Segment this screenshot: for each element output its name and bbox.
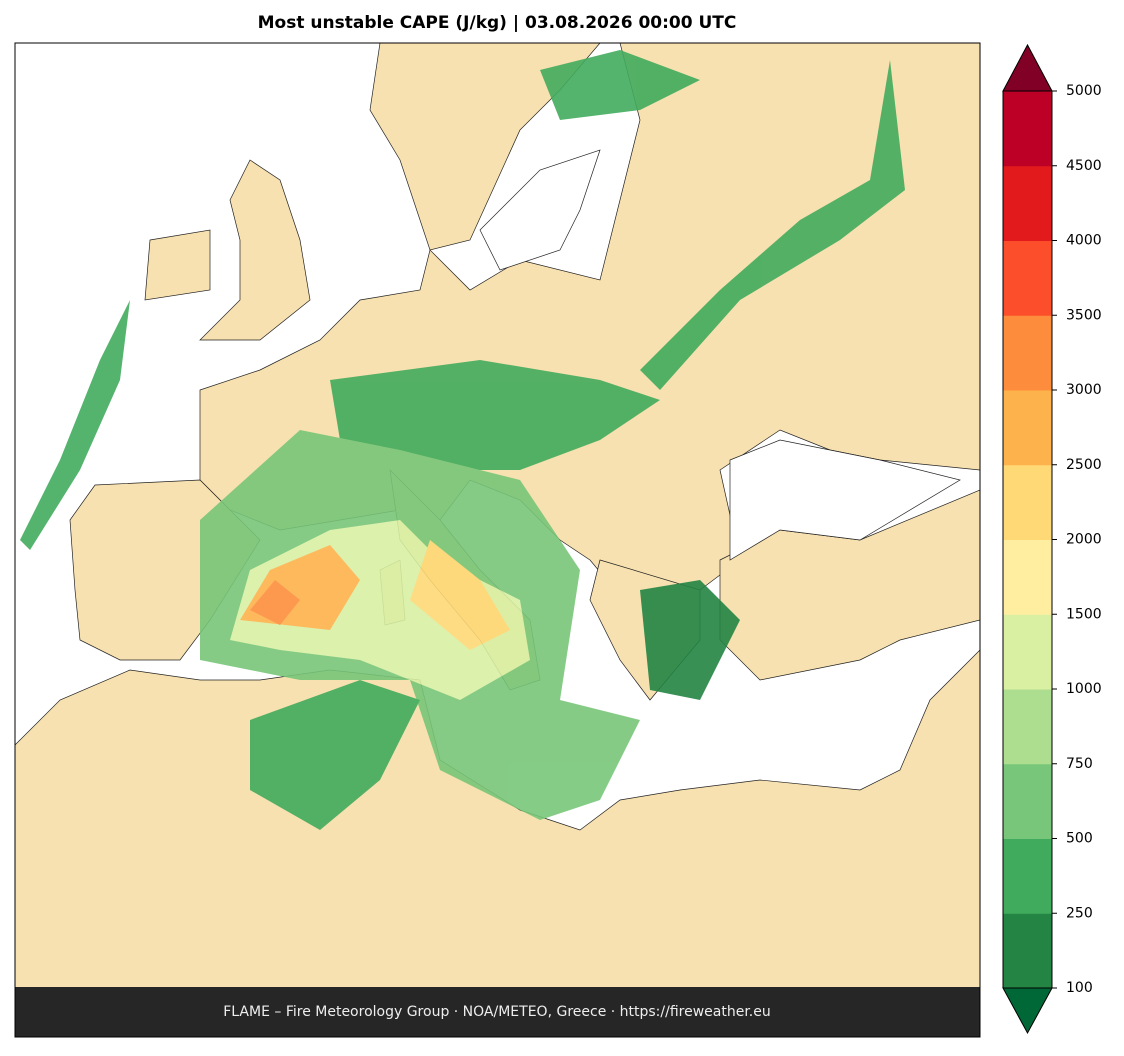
footer-bar [15,987,980,1037]
colorbar-tick-label: 1500 [1066,606,1102,622]
colorbar-band [1003,165,1052,241]
colorbar-tick-label: 5000 [1066,83,1102,99]
colorbar-band [1003,689,1052,765]
map-frame [14,42,981,1038]
colorbar-band [1003,913,1052,989]
colorbar-band [1003,91,1052,167]
cape-field [20,50,905,830]
colorbar-band [1003,539,1052,615]
colorbar-tick-label: 2000 [1066,532,1102,548]
colorbar-band [1003,390,1052,466]
colorbar-tick-label: 2500 [1066,457,1102,473]
colorbar-band [1003,315,1052,391]
colorbar-tick-label: 3500 [1066,307,1102,323]
colorbar-tick-label: 1000 [1066,681,1102,697]
colorbar-tick-label: 250 [1066,905,1093,921]
colorbar: 100 250 500 750 1000 1500 2000 2500 3000 3500 4000… [1002,43,1102,1035]
colorbar-tick-label: 3000 [1066,382,1102,398]
colorbar-tick-label: 4000 [1066,233,1102,249]
colorbar-band [1003,838,1052,914]
colorbar-band [1003,614,1052,690]
colorbar-tick-label: 4500 [1066,158,1102,174]
map: FLAME – Fire Meteorology Group · NOA/MET… [15,43,980,1037]
colorbar-extend-max [1002,43,1053,92]
footer-text: FLAME – Fire Meteorology Group · NOA/MET… [223,1004,771,1020]
colorbar-extend-min [1002,987,1053,1035]
colorbar-band [1003,763,1052,839]
inland-seas [479,149,961,561]
colorbar-tick-label: 750 [1066,756,1093,772]
map-title: Most unstable CAPE (J/kg) | 03.08.2026 0… [258,13,737,33]
colorbar-tick-label: 500 [1066,831,1093,847]
colorbar-band [1003,464,1052,540]
colorbar-band [1003,240,1052,316]
colorbar-tick-label: 100 [1066,980,1093,996]
